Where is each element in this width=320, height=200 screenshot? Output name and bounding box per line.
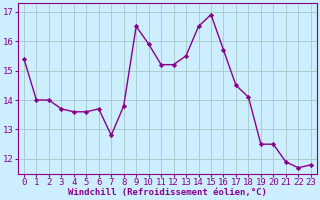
X-axis label: Windchill (Refroidissement éolien,°C): Windchill (Refroidissement éolien,°C): [68, 188, 267, 197]
